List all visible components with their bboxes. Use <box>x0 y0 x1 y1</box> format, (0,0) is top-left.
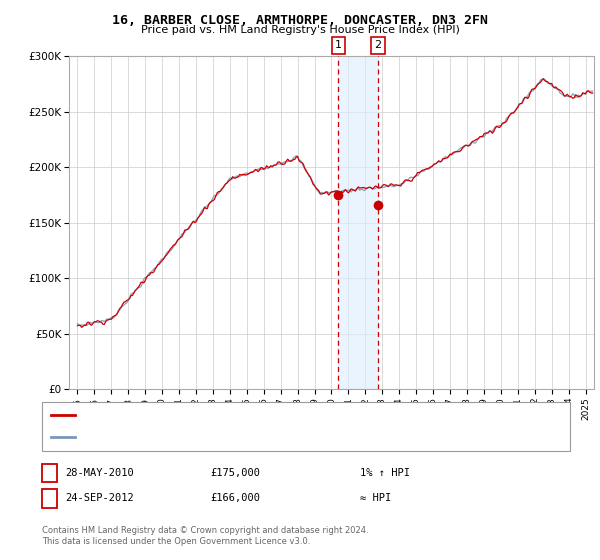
Text: 24-SEP-2012: 24-SEP-2012 <box>65 493 134 503</box>
Text: 2: 2 <box>374 40 381 50</box>
Text: HPI: Average price, detached house, Doncaster: HPI: Average price, detached house, Donc… <box>79 432 349 442</box>
Text: 28-MAY-2010: 28-MAY-2010 <box>65 468 134 478</box>
Text: 1: 1 <box>46 468 53 478</box>
Text: Price paid vs. HM Land Registry's House Price Index (HPI): Price paid vs. HM Land Registry's House … <box>140 25 460 35</box>
Text: Contains HM Land Registry data © Crown copyright and database right 2024.
This d: Contains HM Land Registry data © Crown c… <box>42 526 368 546</box>
Text: 16, BARBER CLOSE, ARMTHORPE, DONCASTER, DN3 2FN: 16, BARBER CLOSE, ARMTHORPE, DONCASTER, … <box>112 14 488 27</box>
Text: 1: 1 <box>335 40 342 50</box>
Bar <box>338 56 378 389</box>
Text: 16, BARBER CLOSE, ARMTHORPE, DONCASTER, DN3 2FN (detached house): 16, BARBER CLOSE, ARMTHORPE, DONCASTER, … <box>79 410 463 421</box>
Text: £175,000: £175,000 <box>210 468 260 478</box>
Text: 1% ↑ HPI: 1% ↑ HPI <box>360 468 410 478</box>
Text: 2: 2 <box>46 493 53 503</box>
Text: ≈ HPI: ≈ HPI <box>360 493 391 503</box>
Text: £166,000: £166,000 <box>210 493 260 503</box>
